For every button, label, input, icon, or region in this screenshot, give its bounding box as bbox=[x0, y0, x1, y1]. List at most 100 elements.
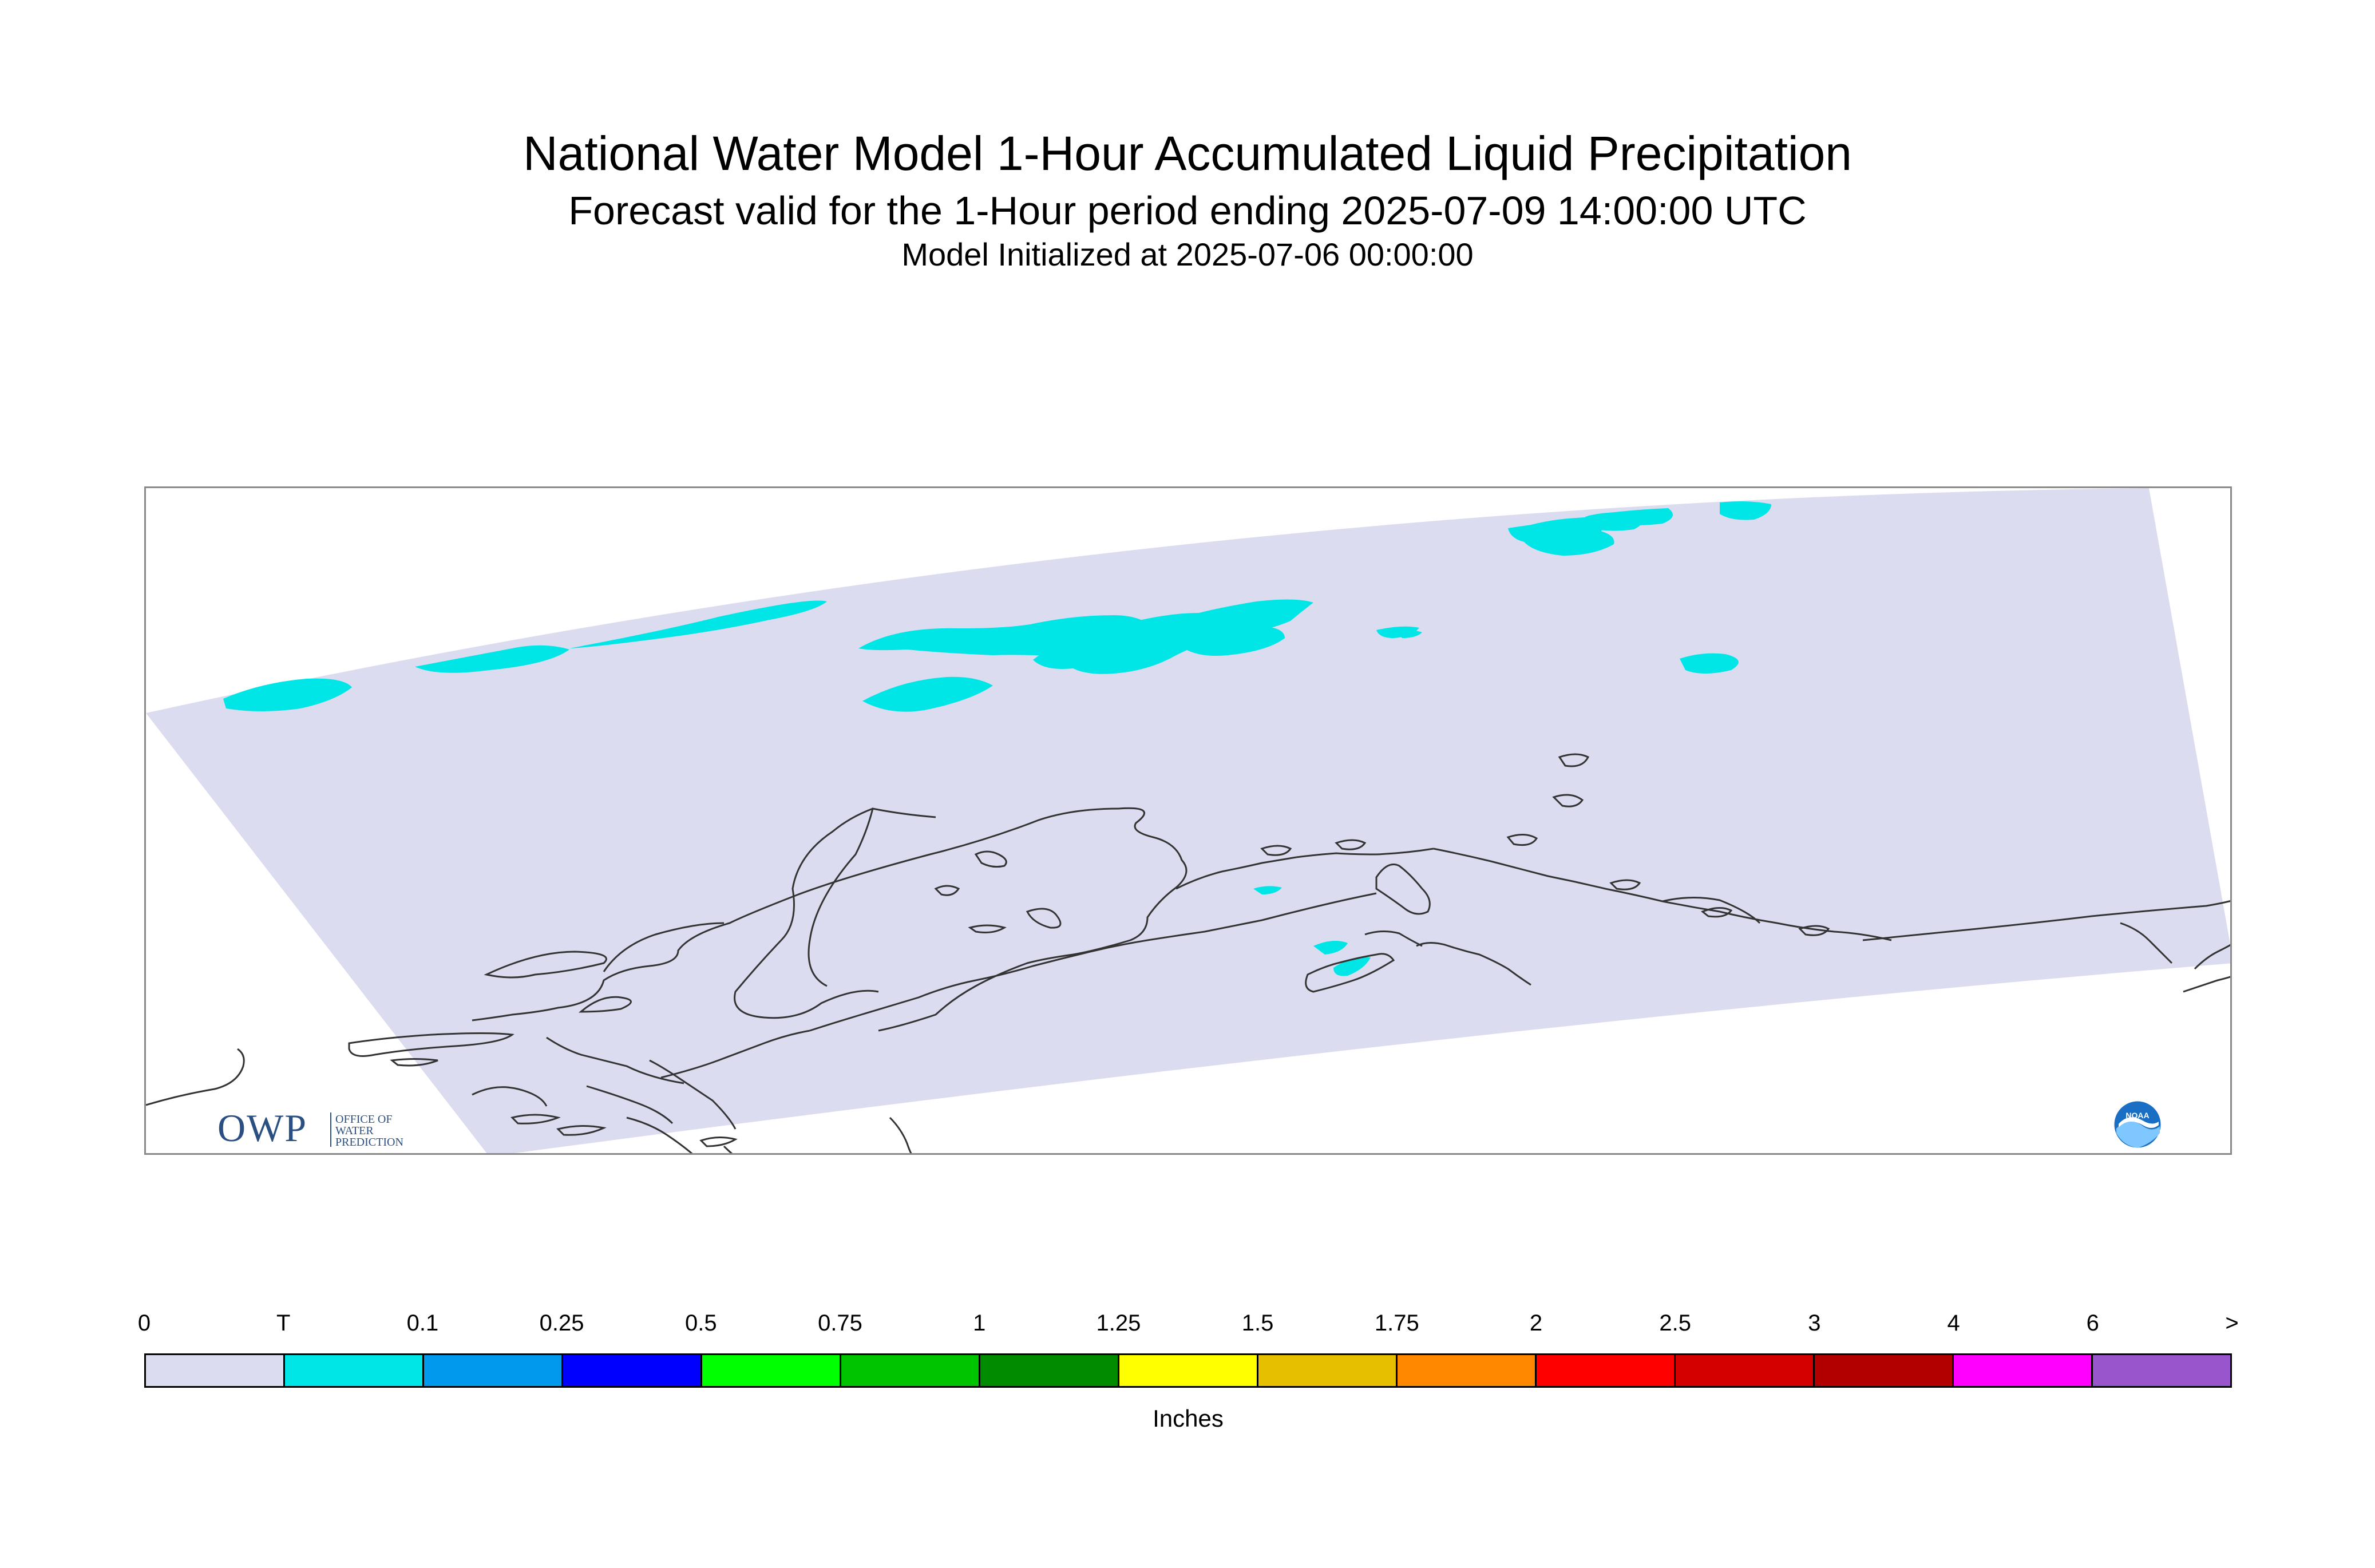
legend-swatch bbox=[1537, 1355, 1676, 1386]
init-subtitle: Model Initialized at 2025-07-06 00:00:00 bbox=[901, 236, 1474, 272]
coastline bbox=[660, 1030, 810, 1079]
precip-area bbox=[569, 600, 827, 648]
precip-area bbox=[862, 676, 993, 712]
legend-tick-label: > bbox=[2225, 1310, 2239, 1336]
owp-logo-line2: WATER bbox=[335, 1124, 374, 1137]
legend-tick-label: 0 bbox=[137, 1310, 151, 1336]
precipitation-areas bbox=[223, 501, 1771, 976]
coastline bbox=[1609, 879, 1641, 890]
precip-area bbox=[1333, 957, 1371, 976]
coastline bbox=[146, 1048, 245, 1106]
legend-tick-label: 2 bbox=[1529, 1310, 1543, 1336]
coastline bbox=[1335, 839, 1367, 850]
precip-area bbox=[1076, 636, 1126, 672]
coastlines bbox=[146, 753, 2230, 1153]
legend-tick-label: 1.25 bbox=[1096, 1310, 1141, 1336]
precip-area bbox=[1511, 516, 1634, 531]
coastline bbox=[974, 850, 1007, 868]
legend-tick-label: T bbox=[276, 1310, 291, 1336]
legend-swatch bbox=[285, 1355, 424, 1386]
legend-swatch bbox=[1398, 1355, 1537, 1386]
coastline bbox=[1090, 892, 1377, 953]
precipitation-map bbox=[146, 488, 2230, 1153]
legend-swatch bbox=[1676, 1355, 1815, 1386]
coastline bbox=[484, 951, 607, 979]
legend-tick-label: 0.75 bbox=[818, 1310, 862, 1336]
coastline bbox=[1296, 848, 1434, 858]
coastline bbox=[1175, 856, 1297, 890]
precip-area bbox=[1253, 886, 1282, 894]
map-panel bbox=[144, 486, 2232, 1155]
chart-title: National Water Model 1-Hour Accumulated … bbox=[522, 126, 1852, 180]
legend-swatch bbox=[563, 1355, 702, 1386]
legend-tick-label: 1.75 bbox=[1374, 1310, 1419, 1336]
legend-swatch bbox=[980, 1355, 1119, 1386]
coastline bbox=[1662, 896, 1761, 924]
legend-swatch bbox=[841, 1355, 980, 1386]
coastline bbox=[1375, 864, 1431, 915]
coastline bbox=[603, 922, 725, 972]
owp-logo-line1: OFFICE OF bbox=[335, 1113, 392, 1126]
coastline bbox=[734, 807, 879, 1019]
coastline bbox=[348, 1032, 514, 1057]
model-domain bbox=[146, 488, 2230, 1153]
legend-tick-label: 6 bbox=[2086, 1310, 2099, 1336]
legend-swatch bbox=[2093, 1355, 2230, 1386]
precip-area bbox=[1396, 629, 1422, 638]
coastline bbox=[626, 1116, 693, 1153]
legend-tick-label: 1.5 bbox=[1241, 1310, 1274, 1336]
coastline bbox=[1552, 794, 1584, 807]
coastline bbox=[1798, 925, 1830, 936]
coastline bbox=[699, 1137, 738, 1147]
precip-area bbox=[1720, 501, 1771, 520]
coastline bbox=[1026, 908, 1062, 929]
coastline bbox=[1364, 930, 1423, 947]
coastline bbox=[1701, 907, 1733, 918]
legend-swatch bbox=[702, 1355, 841, 1386]
precip-area bbox=[415, 645, 569, 673]
legend-unit-label: Inches bbox=[1153, 1405, 1224, 1432]
legend-tick-label: 3 bbox=[1808, 1310, 1821, 1336]
owp-logo-mark: OWP bbox=[217, 1106, 307, 1150]
coastline bbox=[556, 1124, 607, 1136]
color-legend: 0 T 0.1 0.25 0.5 0.75 1 1.25 1.5 1.75 2 2.5 3 4 6 > Inc… bbox=[138, 1310, 2239, 1448]
coastline bbox=[723, 1145, 733, 1153]
noaa-logo-mark: NOAA bbox=[2125, 1111, 2149, 1120]
precip-area bbox=[223, 678, 352, 711]
coastline bbox=[2194, 944, 2230, 970]
coastline bbox=[1862, 900, 2230, 941]
legend-tick-label: 0.5 bbox=[684, 1310, 717, 1336]
coastline bbox=[934, 885, 960, 896]
coastline bbox=[1305, 953, 1395, 993]
owp-logo-line3: PREDICTION bbox=[335, 1136, 403, 1149]
coastline bbox=[2183, 976, 2230, 993]
coastline bbox=[1506, 834, 1538, 846]
legend-color-bar bbox=[144, 1353, 2232, 1388]
coastline bbox=[510, 1114, 561, 1124]
coastline bbox=[546, 1036, 684, 1084]
coastline bbox=[472, 807, 1119, 1021]
coastline bbox=[1260, 845, 1292, 856]
coastline bbox=[1558, 753, 1590, 767]
legend-swatch bbox=[424, 1355, 563, 1386]
legend-swatch bbox=[1815, 1355, 1954, 1386]
coastline bbox=[2120, 922, 2173, 964]
precip-area bbox=[1313, 941, 1348, 955]
coastline bbox=[808, 807, 936, 987]
legend-tick-label: 2.5 bbox=[1659, 1310, 1691, 1336]
legend-tick-label: 1 bbox=[973, 1310, 986, 1336]
legend-tick-label: 0.1 bbox=[406, 1310, 439, 1336]
forecast-subtitle: Forecast valid for the 1-Hour period end… bbox=[568, 188, 1807, 233]
precip-area bbox=[1176, 625, 1285, 656]
legend-swatch bbox=[1119, 1355, 1258, 1386]
legend-tick-label: 0.25 bbox=[539, 1310, 584, 1336]
legend-swatch bbox=[1258, 1355, 1398, 1386]
legend-swatch bbox=[146, 1355, 285, 1386]
coastline bbox=[878, 807, 1188, 1032]
coastline bbox=[809, 951, 1091, 1032]
precip-area bbox=[1680, 653, 1739, 674]
owp-logo: OWP OFFICE OF WATER PREDICTION bbox=[217, 1106, 403, 1150]
coastline bbox=[578, 996, 632, 1013]
legend-tick-label: 4 bbox=[1947, 1310, 1960, 1336]
coastline bbox=[1416, 942, 1531, 986]
